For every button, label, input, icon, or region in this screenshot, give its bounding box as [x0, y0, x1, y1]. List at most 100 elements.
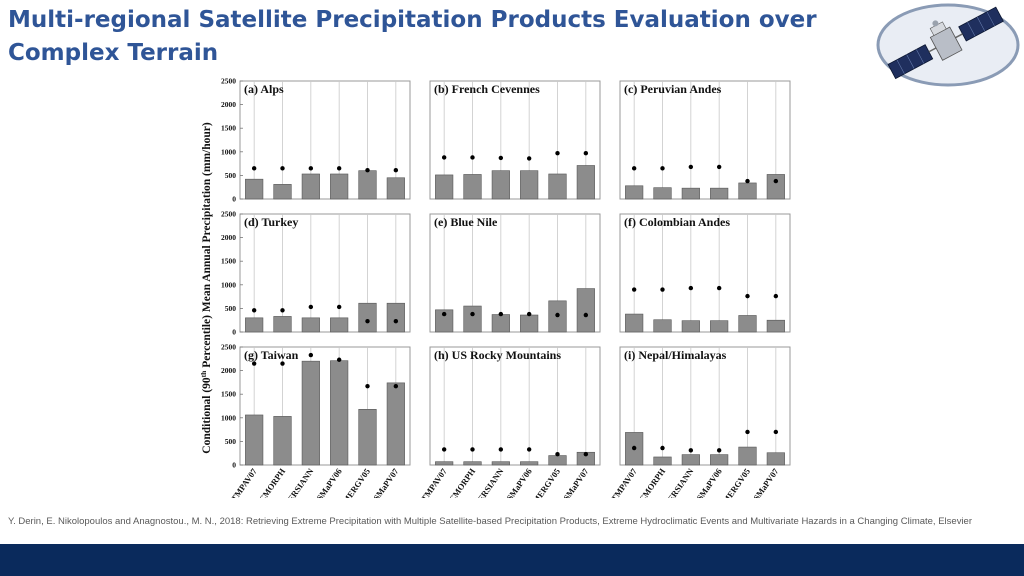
bar: [386, 177, 405, 200]
x-tick-label: IMERGV05: [718, 466, 752, 498]
panel-frame: [429, 80, 601, 200]
marker-point: [660, 166, 665, 171]
bar: [766, 174, 785, 200]
marker-point: [688, 164, 694, 170]
bar: [710, 454, 729, 466]
marker-point: [745, 178, 750, 184]
bar: [520, 461, 539, 466]
bar: [330, 173, 349, 200]
marker-point: [716, 448, 722, 453]
bar: [738, 182, 757, 200]
marker-point: [365, 383, 370, 389]
marker-point: [470, 155, 475, 160]
marker-point: [688, 285, 694, 291]
x-tick-label: CMORPH: [447, 466, 478, 498]
marker-point: [526, 156, 532, 161]
panel-frame: [619, 346, 791, 466]
panel-frame: [239, 213, 411, 333]
marker-point: [308, 304, 314, 310]
panel-title: (c) Peruvian Andes: [624, 82, 722, 96]
panel-frame: [239, 80, 411, 200]
marker-point: [470, 311, 475, 317]
bar: [520, 170, 539, 200]
marker-point: [441, 155, 447, 160]
bar: [766, 319, 785, 333]
marker-point: [365, 318, 370, 324]
marker-point: [393, 318, 399, 324]
x-tick-label: GSMaPV06: [311, 466, 344, 498]
chart-panel: (c) Peruvian Andes: [619, 80, 791, 200]
bar: [358, 409, 377, 466]
bar: [301, 317, 320, 333]
bar: [710, 187, 729, 200]
marker-point: [631, 445, 637, 451]
y-axis-label: Conditional (90th Percentile) Mean Annua…: [199, 122, 213, 454]
bar: [301, 360, 320, 466]
bar: [463, 174, 482, 200]
bar: [330, 360, 349, 466]
panel-title: (a) Alps: [244, 82, 284, 96]
marker-point: [555, 312, 560, 318]
y-tick-label: 2500: [221, 210, 236, 219]
marker-point: [441, 311, 447, 317]
x-tick-label: PERSIANN: [472, 466, 506, 498]
y-tick-label: 1500: [221, 390, 236, 399]
marker-point: [498, 155, 504, 161]
bar: [463, 305, 482, 333]
marker-point: [336, 166, 342, 171]
marker-point: [251, 361, 257, 366]
x-tick-label: GSMaPV06: [691, 466, 724, 498]
marker-point: [280, 166, 285, 171]
panel-frame: [619, 213, 791, 333]
y-tick-label: 2000: [221, 366, 236, 375]
x-tick-label: GSMaPV07: [557, 466, 591, 498]
panel-title: (b) French Cevennes: [434, 82, 540, 96]
x-tick-label: TMPAV07: [609, 466, 639, 498]
bar: [491, 461, 510, 466]
y-tick-label: 2000: [221, 100, 236, 109]
y-tick-label: 2500: [221, 343, 236, 352]
y-tick-label: 0: [232, 195, 236, 204]
marker-point: [280, 308, 285, 313]
bar: [520, 314, 539, 333]
bar: [576, 288, 595, 333]
bar: [491, 314, 510, 333]
satellite-image: [876, 3, 1020, 87]
marker-point: [470, 447, 475, 452]
x-tick-label: GSMaPV07: [747, 466, 781, 498]
panel-frame: [619, 80, 791, 200]
marker-point: [393, 383, 399, 389]
chart-panel: (h) US Rocky Mountains TMPAV07CMORPHPERSI…: [419, 346, 601, 498]
marker-point: [631, 287, 637, 292]
panel-title: (h) US Rocky Mountains: [434, 348, 561, 362]
bar: [463, 461, 482, 466]
y-tick-label: 1500: [221, 124, 236, 133]
x-tick-label: CMORPH: [637, 466, 668, 498]
bar: [245, 317, 264, 333]
chart-panel: 0 500 1000 1500 2000 2500 (g) Taiwan TMPAV07CMO…: [221, 343, 411, 498]
bar: [653, 187, 672, 200]
bar: [245, 178, 264, 200]
bar: [653, 456, 672, 466]
chart-panel: 0 500 1000 1500 2000 2500 (d) Turkey: [221, 210, 411, 337]
marker-point: [773, 178, 779, 184]
y-tick-label: 500: [225, 171, 237, 180]
bar: [738, 446, 757, 466]
marker-point: [555, 451, 560, 457]
panel-title: (i) Nepal/Himalayas: [624, 348, 727, 362]
bar: [330, 317, 349, 333]
marker-point: [441, 447, 447, 452]
x-tick-label: PERSIANN: [282, 466, 316, 498]
bar: [625, 313, 644, 333]
marker-point: [336, 357, 342, 362]
bar: [681, 454, 700, 466]
bar: [358, 302, 377, 333]
y-tick-label: 500: [225, 437, 237, 446]
bar: [435, 461, 454, 466]
marker-point: [308, 352, 314, 358]
marker-point: [631, 166, 637, 171]
marker-point: [393, 168, 399, 173]
bar: [273, 184, 292, 200]
bar: [273, 316, 292, 333]
bar: [358, 170, 377, 200]
